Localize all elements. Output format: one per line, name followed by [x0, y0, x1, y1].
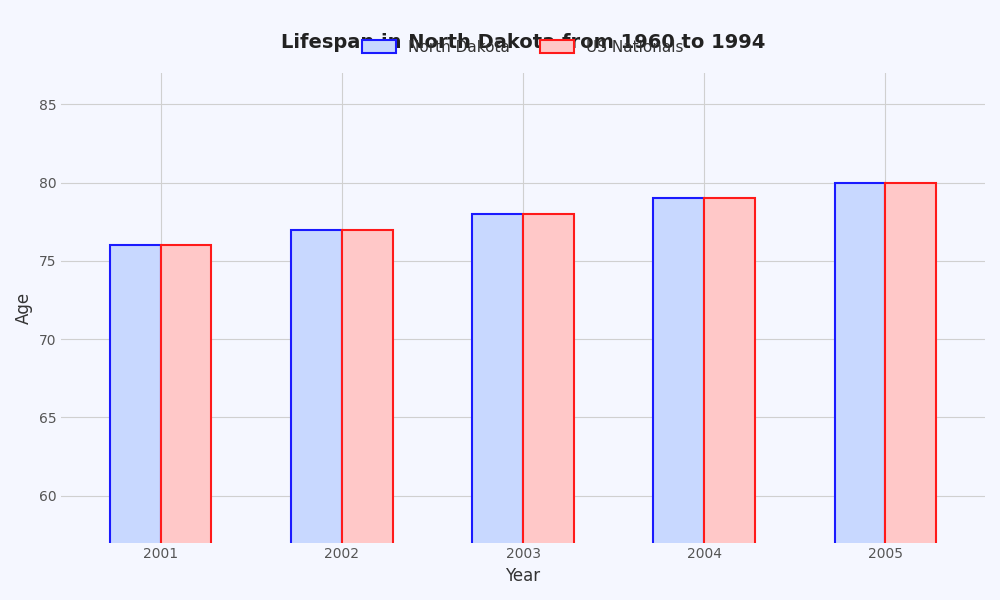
Bar — [110, 245, 161, 600]
Bar — [472, 214, 523, 600]
Bar — [885, 182, 936, 600]
Bar — [835, 182, 885, 600]
Bar — [653, 198, 704, 600]
Bar — [161, 245, 211, 600]
Y-axis label: Age: Age — [15, 292, 33, 324]
Bar — [704, 198, 755, 600]
Title: Lifespan in North Dakota from 1960 to 1994: Lifespan in North Dakota from 1960 to 19… — [281, 33, 765, 52]
Bar — [523, 214, 574, 600]
X-axis label: Year: Year — [505, 567, 541, 585]
Bar — [342, 230, 393, 600]
Legend: North Dakota, US Nationals: North Dakota, US Nationals — [356, 34, 690, 61]
Bar — [291, 230, 342, 600]
